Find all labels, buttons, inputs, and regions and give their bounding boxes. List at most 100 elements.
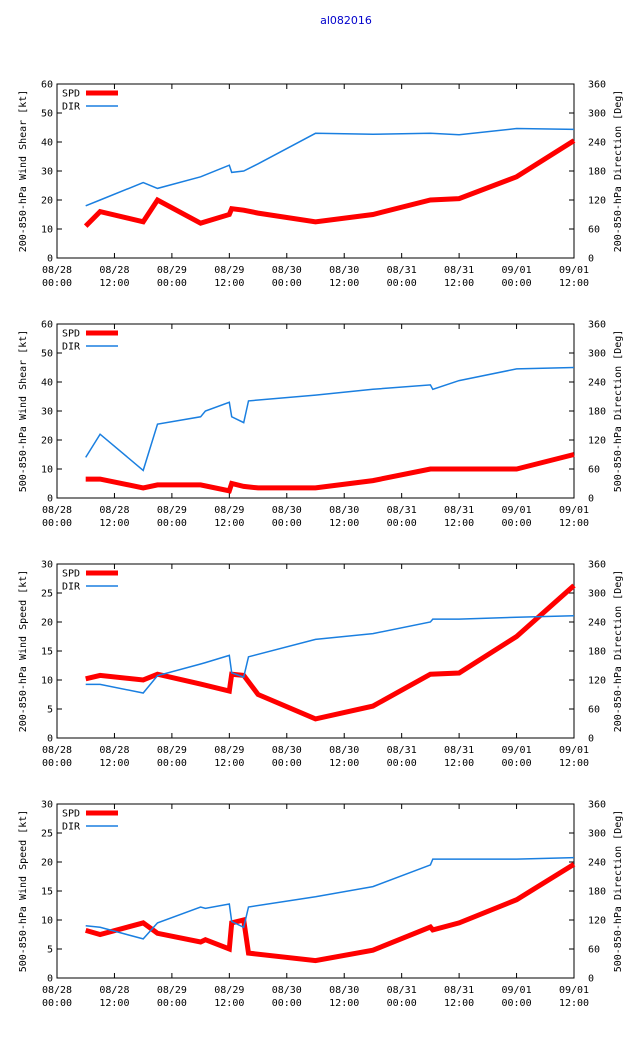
x-tick-date: 08/30 [272,985,302,996]
x-tick-date: 08/31 [444,265,474,276]
x-tick-date: 09/01 [502,745,532,756]
x-tick-date: 09/01 [559,505,589,516]
x-tick-date: 08/30 [272,745,302,756]
y-tick-label: 10 [41,465,53,476]
x-tick-time: 12:00 [329,518,359,529]
x-tick-time: 00:00 [502,518,532,529]
y2-tick-label: 240 [588,618,606,629]
dir-series-line [85,614,575,694]
x-tick-time: 00:00 [157,278,187,289]
y2-tick-label: 0 [588,734,594,745]
y2-tick-label: 120 [588,676,606,687]
x-tick-date: 09/01 [502,265,532,276]
legend-label-spd: SPD [62,809,80,820]
x-tick-date: 08/31 [444,745,474,756]
y2-tick-label: 0 [588,254,594,265]
spd-series-line [85,583,576,722]
y-tick-label: 0 [47,254,53,265]
x-tick-date: 08/30 [329,265,359,276]
x-tick-date: 08/31 [387,745,417,756]
y2-axis-label: 500-850-hPa Direction [Deg] [613,330,624,493]
x-tick-date: 08/31 [444,505,474,516]
chart-panels: 010203040506006012018024030036008/2800:0… [18,80,624,1010]
x-tick-date: 09/01 [559,985,589,996]
plot-frame [56,83,575,259]
y-tick-label: 30 [41,167,53,178]
x-tick-time: 00:00 [42,278,72,289]
x-tick-time: 12:00 [99,278,129,289]
y-tick-label: 50 [41,349,53,360]
y-tick-label: 30 [41,407,53,418]
chart-panel-4: 05101520253006012018024030036008/2800:00… [18,800,624,1010]
y-tick-label: 15 [41,887,53,898]
plot-frame [56,803,575,979]
legend-label-dir: DIR [62,822,81,833]
x-tick-date: 08/28 [99,505,129,516]
y-tick-label: 5 [47,945,53,956]
y-tick-label: 50 [41,109,53,120]
x-tick-date: 08/29 [214,745,244,756]
y2-tick-label: 360 [588,800,606,811]
x-tick-time: 12:00 [444,278,474,289]
x-tick-date: 08/31 [387,985,417,996]
y2-tick-label: 300 [588,349,606,360]
x-tick-date: 08/31 [387,505,417,516]
x-tick-date: 08/29 [157,265,187,276]
chart-panel-2: 0 10 20 30 40 50 60 0 60 120 180 240 300 360 08/28 00:0… [18,320,624,530]
y-axis-label: 500-850-hPa Wind Shear [kt] [18,330,29,493]
legend-label-spd: SPD [62,89,80,100]
y2-tick-label: 180 [588,167,606,178]
x-tick-date: 08/31 [444,985,474,996]
y2-axis-label: 200-850-hPa Direction [Deg] [613,570,624,733]
y-tick-label: 10 [41,225,53,236]
x-tick-date: 09/01 [559,745,589,756]
x-tick-date: 08/29 [157,505,187,516]
x-tick-date: 09/01 [502,505,532,516]
x-tick-time: 12:00 [214,518,244,529]
x-tick-time: 00:00 [157,518,187,529]
y-tick-label: 40 [41,138,53,149]
plot-frame [56,323,575,499]
y2-tick-label: 300 [588,829,606,840]
x-tick-date: 09/01 [559,265,589,276]
y-tick-label: 30 [41,800,53,811]
y2-tick-label: 120 [588,196,606,207]
x-tick-time: 12:00 [329,998,359,1009]
y2-tick-label: 180 [588,407,606,418]
x-tick-time: 00:00 [272,518,302,529]
x-tick-time: 00:00 [387,518,417,529]
y2-tick-label: 60 [588,945,600,956]
y2-tick-label: 360 [588,560,606,571]
spd-series-line [85,452,575,494]
y-tick-label: 10 [41,916,53,927]
y2-tick-label: 0 [588,974,594,985]
x-tick-time: 00:00 [157,998,187,1009]
x-tick-date: 08/30 [272,505,302,516]
spd-series-line [83,138,576,228]
y2-tick-label: 180 [588,647,606,658]
x-tick-date: 08/30 [329,745,359,756]
x-tick-time: 12:00 [329,278,359,289]
x-tick-time: 12:00 [99,518,129,529]
x-tick-time: 12:00 [99,998,129,1009]
y2-tick-label: 0 [588,494,594,505]
y2-axis-label: 200-850-hPa Direction [Deg] [613,90,624,253]
x-tick-time: 00:00 [387,278,417,289]
x-tick-time: 00:00 [502,758,532,769]
x-tick-date: 08/30 [272,265,302,276]
legend-label-dir: DIR [62,342,81,353]
x-tick-time: 00:00 [502,998,532,1009]
chart-panel-3: 05101520253006012018024030036008/2800:00… [18,560,624,770]
dir-series-line [85,127,575,207]
y-tick-label: 15 [41,647,53,658]
y-tick-label: 0 [47,734,53,745]
legend-label-dir: DIR [62,582,81,593]
y-tick-label: 20 [41,618,53,629]
x-tick-date: 08/28 [42,985,72,996]
x-tick-date: 08/28 [99,265,129,276]
legend-label-spd: SPD [62,329,80,340]
y-tick-label: 60 [41,320,53,331]
y-tick-label: 25 [41,829,53,840]
chart-title: al082016 [320,14,372,27]
